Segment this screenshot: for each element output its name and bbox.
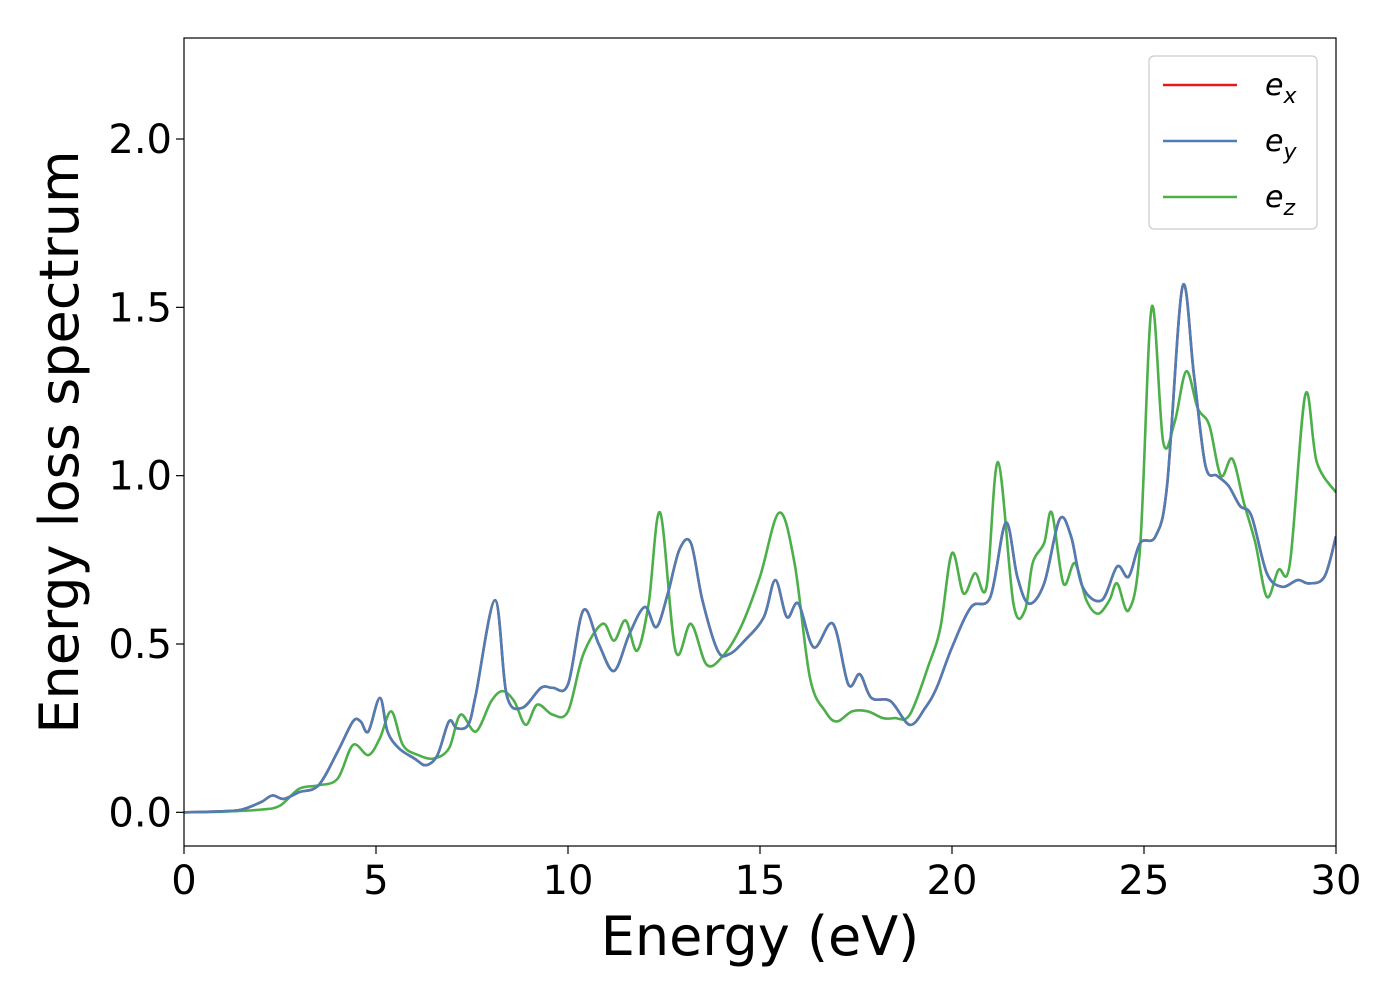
y-tick-label: 0.5 [108, 622, 172, 668]
legend-label-x: ex [1265, 68, 1297, 109]
x-tick-label: 0 [171, 858, 196, 904]
x-tick-label: 25 [1119, 858, 1170, 904]
x-axis-label: Energy (eV) [601, 905, 920, 968]
x-tick-label: 5 [363, 858, 388, 904]
axes: 0 5 10 15 20 25 30 0.0 0.5 1.0 1.5 2.0 [108, 37, 1362, 904]
y-tick-label: 1.5 [108, 285, 172, 331]
series-line-x [184, 283, 1336, 814]
x-tick-label: 15 [735, 858, 786, 904]
series-line-z [184, 304, 1336, 814]
legend-box [1148, 55, 1318, 230]
legend: ex ey ez [1148, 55, 1318, 230]
legend-label-y: ey [1265, 124, 1297, 165]
y-tick-label: 2.0 [108, 117, 172, 163]
y-tick-label: 0.0 [108, 790, 172, 836]
series-line-y [184, 283, 1336, 814]
y-axis-label: Energy loss spectrum [28, 150, 91, 733]
legend-label-z: ez [1265, 180, 1295, 221]
y-tick-label: 1.0 [108, 454, 172, 500]
x-tick-label: 30 [1311, 858, 1362, 904]
x-tick-label: 10 [543, 858, 594, 904]
x-tick-label: 20 [927, 858, 978, 904]
plot-area [184, 283, 1336, 814]
